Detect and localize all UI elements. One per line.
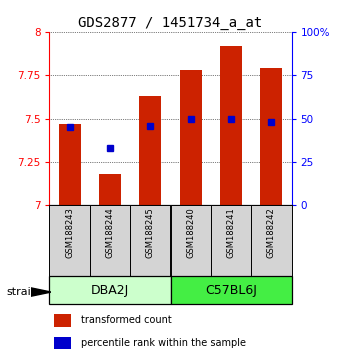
Bar xyxy=(180,70,202,205)
Bar xyxy=(59,124,81,205)
Bar xyxy=(54,314,71,327)
Text: GSM188242: GSM188242 xyxy=(267,207,276,258)
Text: strain: strain xyxy=(7,287,39,297)
Bar xyxy=(99,174,121,205)
Text: GSM188244: GSM188244 xyxy=(105,207,115,258)
Bar xyxy=(251,205,292,276)
Bar xyxy=(130,205,170,276)
Text: GSM188240: GSM188240 xyxy=(186,207,195,258)
Text: DBA2J: DBA2J xyxy=(91,284,129,297)
Bar xyxy=(49,276,170,304)
Bar xyxy=(170,205,211,276)
Bar xyxy=(170,276,292,304)
Text: GDS2877 / 1451734_a_at: GDS2877 / 1451734_a_at xyxy=(78,16,263,30)
Polygon shape xyxy=(31,288,51,296)
Bar xyxy=(54,337,71,349)
Text: transformed count: transformed count xyxy=(81,315,172,325)
Bar xyxy=(49,205,90,276)
Text: GSM188243: GSM188243 xyxy=(65,207,74,258)
Bar xyxy=(211,205,251,276)
Bar xyxy=(260,68,282,205)
Text: GSM188245: GSM188245 xyxy=(146,207,155,258)
Bar xyxy=(139,96,161,205)
Bar xyxy=(220,46,242,205)
Text: C57BL6J: C57BL6J xyxy=(205,284,257,297)
Bar xyxy=(90,205,130,276)
Text: percentile rank within the sample: percentile rank within the sample xyxy=(81,338,246,348)
Text: GSM188241: GSM188241 xyxy=(226,207,236,258)
